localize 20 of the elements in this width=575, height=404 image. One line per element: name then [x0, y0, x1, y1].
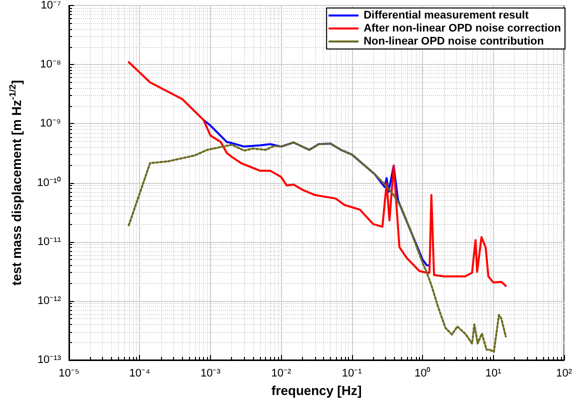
x-tick-label: 10⁻⁴	[129, 368, 150, 380]
y-tick-label: 10⁻¹²	[37, 294, 62, 307]
x-tick-label: 10¹	[485, 368, 502, 380]
x-tick-label: 10⁻²	[271, 368, 292, 380]
y-tick-label: 10⁻¹¹	[37, 236, 62, 248]
y-tick-label: 10⁻⁸	[40, 58, 61, 71]
y-tick-label: 10⁻¹³	[37, 354, 62, 366]
y-axis-title: test mass displacement [m Hz-1/2]	[8, 80, 24, 286]
x-tick-label: 10²	[556, 368, 572, 380]
y-tick-label: 10⁻⁷	[40, 0, 62, 12]
legend-label: After non-linear OPD noise correction	[364, 22, 562, 34]
x-tick-label: 10⁻¹	[342, 368, 362, 380]
legend-label: Non-linear OPD noise contribution	[364, 36, 544, 48]
x-axis-title: frequency [Hz]	[271, 383, 362, 398]
x-tick-label: 10⁻⁵	[58, 368, 80, 380]
y-tick-label: 10⁻⁹	[40, 118, 61, 130]
x-tick-label: 10⁰	[414, 366, 431, 380]
y-tick-label: 10⁻¹⁰	[37, 176, 61, 189]
x-tick-label: 10⁻³	[200, 368, 221, 380]
legend-label: Differential measurement result	[364, 10, 529, 22]
